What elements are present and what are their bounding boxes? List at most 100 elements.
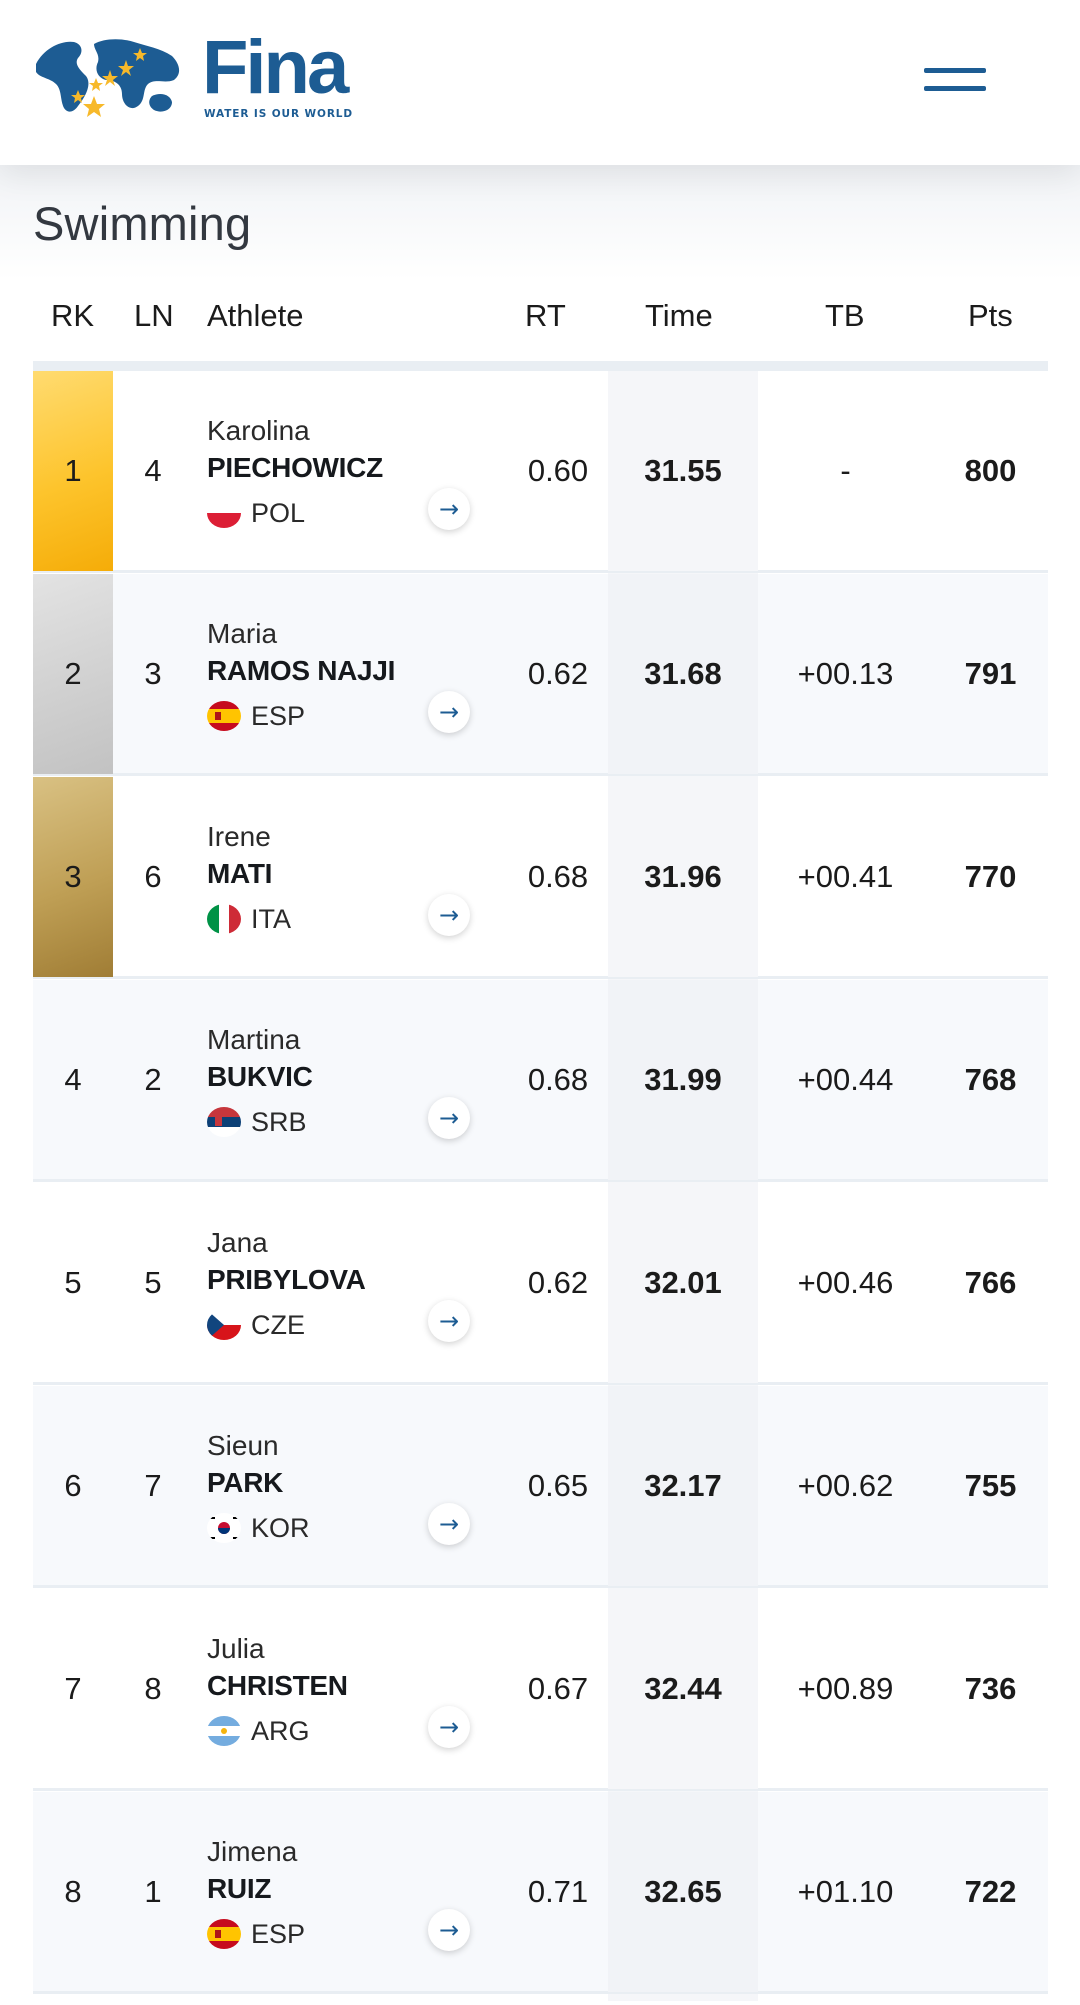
athlete-last-name[interactable]: RUIZ — [207, 1873, 272, 1904]
column-header-time: Time — [645, 298, 713, 333]
time-behind: +00.62 — [797, 1468, 894, 1503]
athlete-details-arrow-icon[interactable]: → — [428, 1300, 470, 1342]
time-behind: +00.46 — [797, 1265, 894, 1300]
globe-logo-icon — [36, 36, 182, 120]
lane: 7 — [144, 1468, 162, 1503]
athlete-first-name[interactable]: Jimena — [207, 1836, 298, 1867]
athlete-last-name[interactable]: PRIBYLOVA — [207, 1264, 366, 1295]
table-row[interactable]: 5 5 Jana PRIBYLOVA CZE → 0.62 32.01 +00.46 766 — [33, 1183, 1048, 1385]
time-cell-background — [608, 777, 758, 977]
time-behind: +00.44 — [797, 1062, 894, 1097]
table-row[interactable]: 1 4 Karolina PIECHOWICZ POL → 0.60 31.55 - 800 — [33, 371, 1048, 573]
time-cell-background — [608, 1386, 758, 1586]
athlete-details-arrow-icon[interactable]: → — [428, 1706, 470, 1748]
time-cell-background — [608, 1183, 758, 1383]
fina-logo[interactable]: Fina WATER IS OUR WORLD — [34, 28, 354, 125]
reaction-time: 0.68 — [527, 859, 589, 894]
athlete-first-name[interactable]: Maria — [207, 618, 278, 649]
header-divider — [33, 361, 1048, 371]
reaction-time: 0.65 — [527, 1468, 589, 1503]
brand-tagline: WATER IS OUR WORLD — [204, 108, 354, 120]
points: 770 — [964, 859, 1017, 894]
points: 768 — [964, 1062, 1017, 1097]
nationality-code: SRB — [251, 1107, 307, 1137]
rank: 5 — [64, 1265, 82, 1300]
athlete-last-name[interactable]: CHRISTEN — [207, 1670, 348, 1701]
nationality-code: CZE — [251, 1310, 305, 1340]
athlete-details-arrow-icon[interactable]: → — [428, 488, 470, 530]
points: 791 — [964, 656, 1017, 691]
athlete-first-name[interactable]: Julia — [207, 1633, 265, 1664]
table-row[interactable]: 3 6 Irene MATI ITA → 0.68 31.96 +00.41 770 — [33, 777, 1048, 979]
flag-kor-icon — [207, 1513, 241, 1543]
column-header-ln: LN — [134, 298, 174, 333]
lane: 1 — [144, 1874, 162, 1909]
nationality-code: ESP — [251, 701, 306, 731]
points: 800 — [964, 453, 1017, 488]
table-row[interactable]: 4 2 Martina BUKVIC SRB → 0.68 31.99 +00.44 768 — [33, 980, 1048, 1182]
silver-medal-strip — [33, 574, 113, 774]
athlete-first-name[interactable]: Jana — [207, 1227, 268, 1258]
points: 755 — [964, 1468, 1017, 1503]
athlete-first-name[interactable]: Karolina — [207, 415, 310, 446]
nationality-code: ARG — [251, 1716, 310, 1746]
section-title: Swimming — [33, 197, 252, 250]
result-time: 31.55 — [644, 453, 722, 488]
athlete-details-arrow-icon[interactable]: → — [428, 894, 470, 936]
rank: 1 — [64, 453, 82, 488]
flag-esp-icon — [207, 1919, 241, 1949]
athlete-last-name[interactable]: MATI — [207, 858, 273, 889]
column-header-tb: TB — [825, 298, 865, 333]
lane: 5 — [144, 1265, 162, 1300]
flag-pol-icon — [207, 498, 241, 528]
rank: 8 — [64, 1874, 82, 1909]
bronze-medal-strip — [33, 777, 113, 977]
table-row[interactable]: 8 1 Jimena RUIZ ESP → 0.71 32.65 +01.10 722 — [33, 1792, 1048, 1994]
reaction-time: 0.67 — [527, 1671, 589, 1706]
athlete-details-arrow-icon[interactable]: → — [428, 1909, 470, 1951]
athlete-first-name[interactable]: Martina — [207, 1024, 301, 1055]
time-behind: +00.13 — [797, 656, 894, 691]
result-time: 31.99 — [644, 1062, 722, 1097]
lane: 2 — [144, 1062, 162, 1097]
hamburger-menu-icon[interactable] — [920, 60, 990, 100]
points: 722 — [964, 1874, 1017, 1909]
athlete-last-name[interactable]: BUKVIC — [207, 1061, 313, 1092]
athlete-details-arrow-icon[interactable]: → — [428, 691, 470, 733]
athlete-last-name[interactable]: RAMOS NAJJI — [207, 655, 396, 686]
athlete-first-name[interactable]: Sieun — [207, 1430, 279, 1461]
table-row[interactable]: 6 7 Sieun PARK KOR → 0.65 32.17 +00.62 755 — [33, 1386, 1048, 1588]
results-table-header: RK LN Athlete RT Time TB Pts — [33, 280, 1048, 370]
section-background — [0, 165, 1080, 280]
gold-medal-strip — [33, 371, 113, 571]
table-row[interactable]: 7 8 Julia CHRISTEN ARG → 0.67 32.44 +00.89 736 — [33, 1589, 1048, 1791]
time-behind: +00.41 — [797, 859, 894, 894]
lane: 6 — [144, 859, 162, 894]
result-time: 31.96 — [644, 859, 722, 894]
reaction-time: 0.68 — [527, 1062, 589, 1097]
flag-cze-icon — [207, 1310, 241, 1340]
flag-esp-icon — [207, 701, 241, 731]
column-header-rt: RT — [525, 298, 566, 333]
time-behind: +00.89 — [797, 1671, 894, 1706]
flag-ita-icon — [207, 904, 241, 934]
result-time: 32.01 — [644, 1265, 722, 1300]
table-row[interactable]: 2 3 Maria RAMOS NAJJI ESP → 0.62 31.68 +00.13 791 — [33, 574, 1048, 776]
time-cell-background — [608, 1792, 758, 1992]
athlete-details-arrow-icon[interactable]: → — [428, 1503, 470, 1545]
reaction-time: 0.71 — [527, 1874, 589, 1909]
reaction-time: 0.62 — [527, 1265, 589, 1300]
points: 766 — [964, 1265, 1017, 1300]
athlete-last-name[interactable]: PARK — [207, 1467, 284, 1498]
athlete-last-name[interactable]: PIECHOWICZ — [207, 452, 383, 483]
reaction-time: 0.62 — [527, 656, 589, 691]
flag-arg-icon — [207, 1716, 241, 1746]
nationality-code: ESP — [251, 1919, 306, 1949]
result-time: 32.65 — [644, 1874, 722, 1909]
column-header-athlete: Athlete — [207, 298, 304, 333]
points: 736 — [964, 1671, 1017, 1706]
site-header: Fina WATER IS OUR WORLD — [0, 0, 1080, 165]
athlete-details-arrow-icon[interactable]: → — [428, 1097, 470, 1139]
rank: 4 — [64, 1062, 82, 1097]
athlete-first-name[interactable]: Irene — [207, 821, 271, 852]
